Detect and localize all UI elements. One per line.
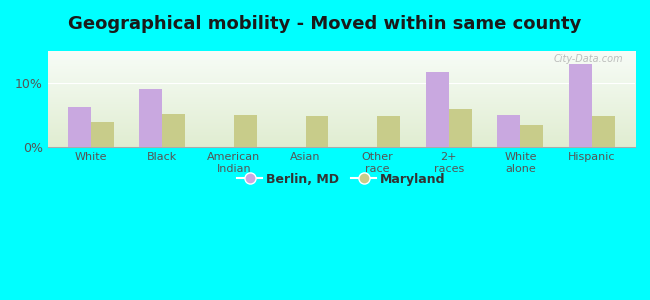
Bar — [234, 115, 257, 147]
Bar — [426, 71, 448, 147]
Bar — [91, 122, 114, 147]
Bar — [139, 89, 162, 147]
Bar — [521, 125, 543, 147]
Bar — [497, 115, 521, 147]
Bar — [592, 116, 615, 147]
Bar — [162, 114, 185, 147]
Text: Geographical mobility - Moved within same county: Geographical mobility - Moved within sam… — [68, 15, 582, 33]
Bar — [68, 107, 91, 147]
Bar — [306, 116, 328, 147]
Bar — [448, 109, 472, 147]
Bar — [377, 116, 400, 147]
Bar — [569, 64, 592, 147]
Legend: Berlin, MD, Maryland: Berlin, MD, Maryland — [232, 168, 450, 191]
Text: City-Data.com: City-Data.com — [554, 54, 623, 64]
